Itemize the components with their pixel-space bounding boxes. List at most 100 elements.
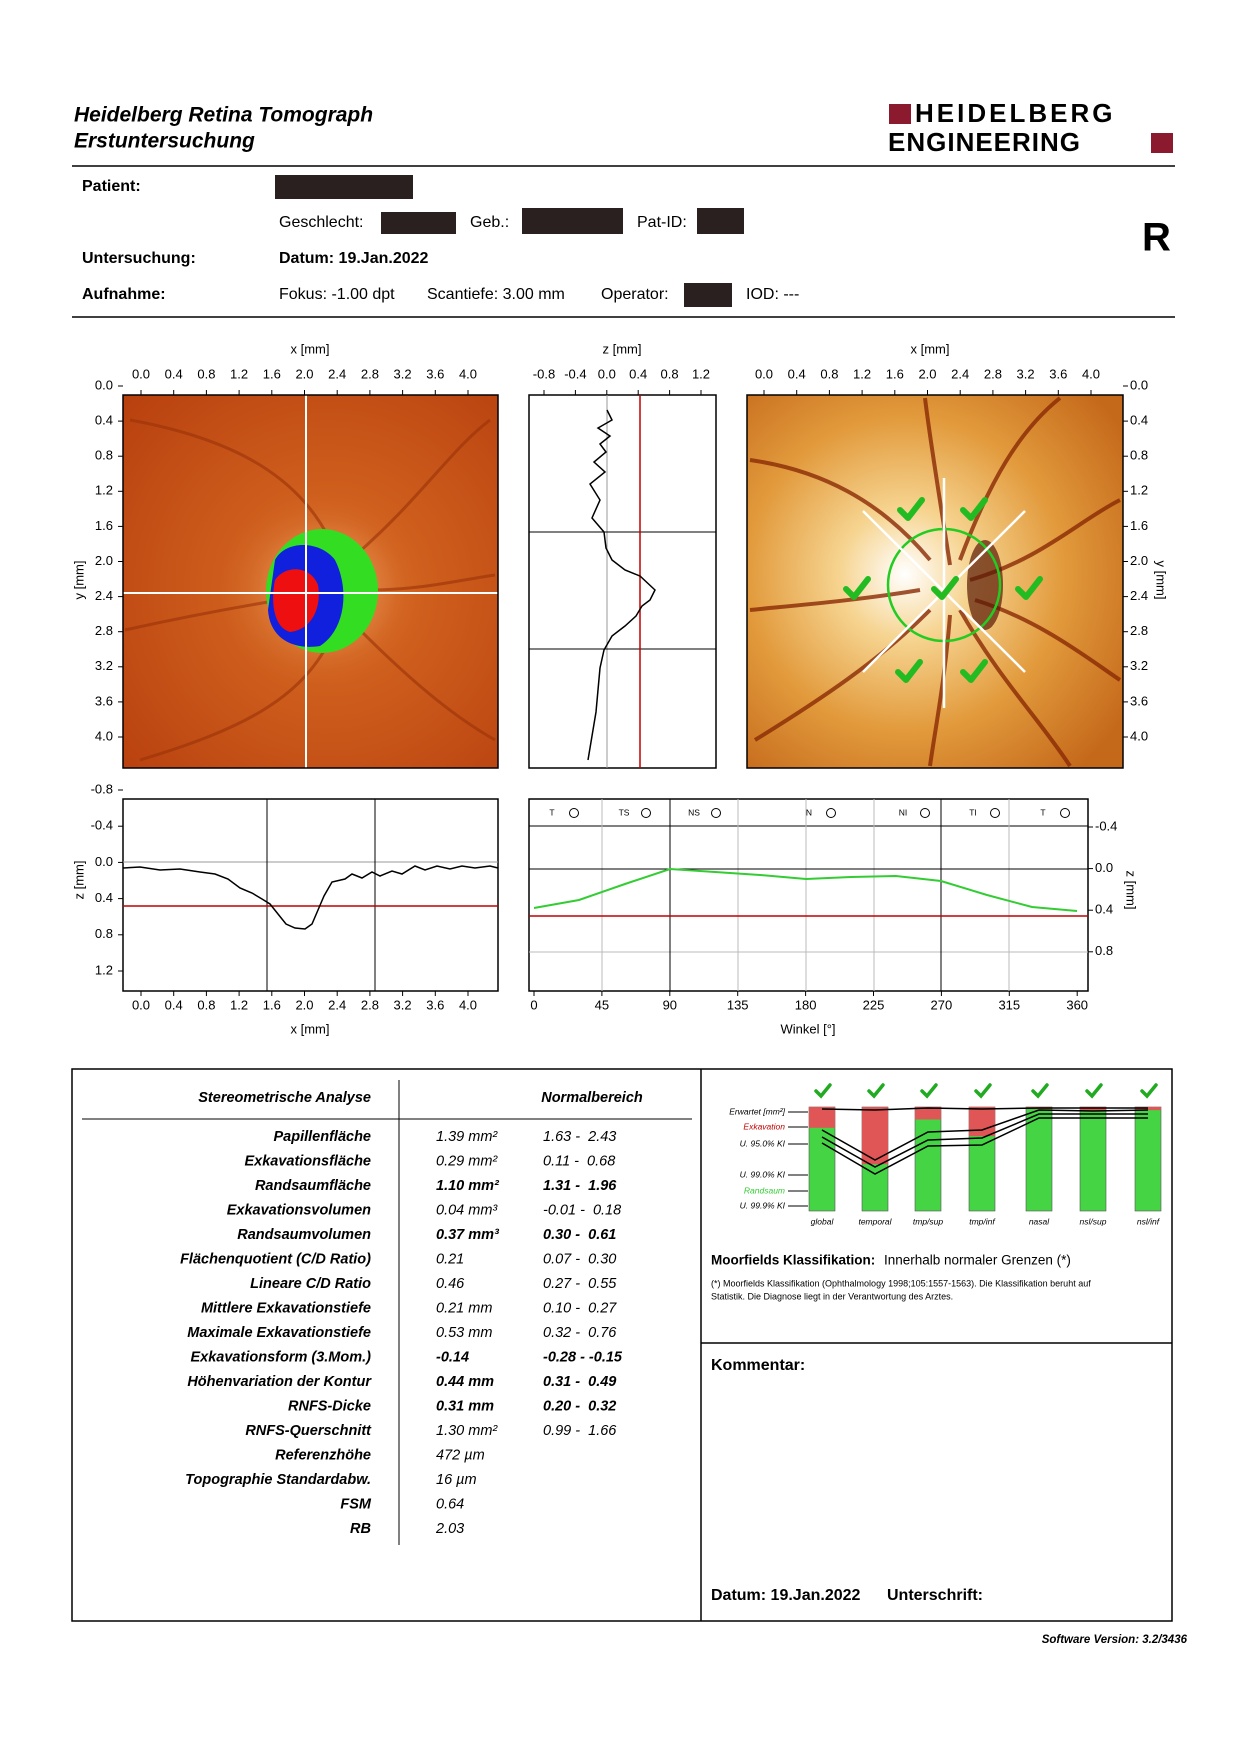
x-tick-label: 4.0 <box>1082 366 1100 381</box>
vertical-profile <box>528 394 717 769</box>
axis-label: Winkel [°] <box>780 1021 835 1036</box>
row-label: Exkavationsfläche <box>244 1153 371 1169</box>
axis-label: x [mm] <box>911 341 950 356</box>
sector-icon <box>641 808 651 818</box>
cup-bar <box>1080 1107 1106 1112</box>
row-value: 16 µm <box>436 1472 477 1488</box>
rim-bar <box>1025 1106 1053 1212</box>
sector-label: TI <box>969 807 977 817</box>
title: Heidelberg Retina Tomograph <box>74 104 373 127</box>
redaction <box>275 175 413 199</box>
x-tick-label: 315 <box>998 997 1020 1012</box>
y-tick-label: 0.0 <box>95 377 113 392</box>
legend-label: Erwartet [mm²] <box>729 1106 785 1116</box>
row-value: 0.44 mm <box>436 1374 494 1390</box>
y-tick-label: 1.2 <box>95 962 113 977</box>
row-range: 0.07 - 0.30 <box>543 1251 616 1267</box>
x-tick-label: 1.2 <box>692 366 710 381</box>
row-value: 0.31 mm <box>436 1398 494 1414</box>
x-tick-label: 45 <box>595 997 609 1012</box>
legend-label: U. 95.0% KI <box>740 1138 786 1148</box>
stereometry-title: Stereometrische Analyse <box>198 1090 371 1106</box>
rim-bar <box>1079 1106 1107 1212</box>
sector-icon <box>826 808 836 818</box>
row-label: Topographie Standardabw. <box>185 1472 371 1488</box>
threshold-line <box>821 1109 1149 1161</box>
y-tick-label: 4.0 <box>95 728 113 743</box>
sector-label: T <box>1040 807 1045 817</box>
x-tick-label: 270 <box>931 997 953 1012</box>
row-value: 2.03 <box>435 1521 464 1537</box>
row-value: 1.30 mm² <box>436 1423 498 1439</box>
row-range: 0.31 - 0.49 <box>543 1374 616 1390</box>
y-tick-label: 2.0 <box>95 553 113 568</box>
topography-image <box>746 394 1124 769</box>
horizontal-profile <box>122 798 499 992</box>
y-tick-label: 0.0 <box>95 854 113 869</box>
signature-date: Datum: 19.Jan.2022 <box>711 1587 861 1604</box>
x-tick-label: 2.0 <box>918 366 936 381</box>
normal-title: Normalbereich <box>541 1090 643 1106</box>
eye: R <box>1142 216 1171 260</box>
x-tick-label: 0.8 <box>197 366 215 381</box>
row-value: 0.37 mm³ <box>436 1227 500 1243</box>
axis-label: y [mm] <box>1154 561 1169 600</box>
row-range: 1.63 - 2.43 <box>543 1129 616 1145</box>
x-tick-label: 90 <box>663 997 677 1012</box>
sector-label: TS <box>619 807 630 817</box>
row-value: 0.29 mm² <box>436 1153 498 1169</box>
sector-label: T <box>549 807 554 817</box>
x-tick-label: 0.8 <box>197 997 215 1012</box>
row-range: 0.10 - 0.27 <box>543 1300 617 1316</box>
row-label: Maximale Exkavationstiefe <box>187 1325 371 1341</box>
x-tick-label: 2.4 <box>328 366 346 381</box>
x-tick-label: 225 <box>863 997 885 1012</box>
x-tick-label: 0.0 <box>132 366 150 381</box>
y-tick-label: 2.8 <box>95 623 113 638</box>
row-label: RB <box>350 1521 371 1537</box>
contour-plot <box>528 798 1089 992</box>
row-label: Exkavationsform (3.Mom.) <box>191 1349 372 1365</box>
category-label: nsl/inf <box>1137 1216 1161 1226</box>
row-value: 0.46 <box>436 1276 465 1292</box>
x-tick-label: 3.2 <box>1017 366 1035 381</box>
x-tick-label: 2.4 <box>328 997 346 1012</box>
x-tick-label: 1.2 <box>853 366 871 381</box>
scan-depth: Scantiefe: 3.00 mm <box>427 286 565 303</box>
x-tick-label: 2.8 <box>361 366 379 381</box>
x-tick-label: 180 <box>795 997 817 1012</box>
x-tick-label: 0.4 <box>165 997 183 1012</box>
x-tick-label: 4.0 <box>459 997 477 1012</box>
axis-label: z [mm] <box>1124 871 1139 910</box>
y-tick-label: 0.0 <box>1130 377 1148 392</box>
y-tick-label: 3.6 <box>95 693 113 708</box>
y-tick-label: 2.4 <box>95 588 113 603</box>
y-tick-label: 0.4 <box>1095 902 1113 917</box>
row-value: -0.14 <box>436 1349 469 1365</box>
check <box>974 1083 992 1099</box>
row-label: Höhenvariation der Kontur <box>187 1374 372 1390</box>
legend-label: U. 99.0% KI <box>740 1169 786 1179</box>
y-tick-label: 1.6 <box>95 518 113 533</box>
row-range: 0.99 - 1.66 <box>543 1423 617 1439</box>
sector-icon <box>711 808 721 818</box>
x-tick-label: 2.8 <box>361 997 379 1012</box>
sex-label: Geschlecht: <box>279 214 363 231</box>
y-tick-label: 2.0 <box>1130 553 1148 568</box>
x-tick-label: -0.8 <box>533 366 555 381</box>
legend-label: Exkavation <box>743 1121 785 1131</box>
row-value: 0.04 mm³ <box>436 1202 498 1218</box>
check <box>1140 1083 1158 1099</box>
rim-bar <box>914 1106 942 1212</box>
check <box>867 1083 885 1099</box>
logo-square <box>889 104 911 124</box>
x-tick-label: 0.4 <box>165 366 183 381</box>
exam-date: Datum: 19.Jan.2022 <box>279 250 429 267</box>
row-range: -0.28 - -0.15 <box>543 1349 623 1365</box>
iod: IOD: --- <box>746 286 799 303</box>
logo-text: HEIDELBERG <box>915 98 1115 128</box>
y-tick-label: 0.4 <box>1130 413 1148 428</box>
x-tick-label: 3.6 <box>1049 366 1067 381</box>
row-label: FSM <box>340 1496 372 1512</box>
category-label: nasal <box>1029 1216 1050 1226</box>
